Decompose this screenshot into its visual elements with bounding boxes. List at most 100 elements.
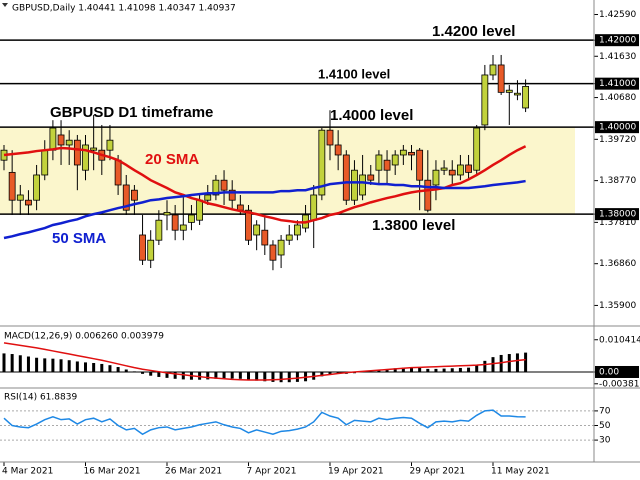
histogram-bar [67, 360, 71, 372]
candle-body [342, 154, 350, 201]
price-box [595, 365, 639, 378]
candle-body [269, 244, 277, 261]
histogram-bar [491, 357, 495, 372]
candle-body [253, 224, 261, 236]
y-tick-label: 1.36860 [599, 259, 636, 269]
histogram-bar [51, 358, 55, 372]
candle-body [489, 64, 497, 76]
candle-body [8, 171, 16, 201]
candle-body [465, 164, 472, 173]
y-tick-label: 1.39720 [599, 135, 636, 145]
histogram-bar [524, 352, 528, 372]
candle-body [351, 169, 358, 201]
candle-body [375, 154, 383, 171]
candle-body [310, 194, 318, 221]
histogram-bar [287, 371, 291, 383]
y-tick-label: 1.35900 [599, 301, 636, 311]
candle-body [220, 179, 228, 191]
candle-body [49, 127, 57, 151]
y-tick-label: 0.00 [599, 367, 619, 377]
candle-body [383, 159, 391, 171]
y-tick-label: -0.003811 [599, 379, 640, 389]
histogram-bar [418, 367, 422, 372]
histogram-bar [206, 371, 210, 380]
level-label: 1.4100 level [318, 66, 390, 81]
histogram-bar [499, 354, 503, 372]
histogram-bar [247, 371, 250, 380]
y-tick-label: 1.42000 [599, 36, 636, 46]
histogram-bar [507, 354, 511, 372]
histogram-bar [328, 371, 332, 375]
candle-body [82, 144, 89, 171]
x-tick-label: 7 Apr 2021 [247, 467, 297, 477]
candle-body [228, 189, 236, 201]
histogram-bar [336, 371, 340, 374]
candle-body [90, 147, 98, 151]
histogram-bar [377, 370, 381, 372]
candle-body [424, 179, 432, 211]
y-tick-label: 1.38770 [599, 176, 636, 186]
candle-body [261, 229, 269, 246]
candle-body [293, 224, 301, 236]
histogram-bar [401, 367, 405, 372]
y-tick-label: 1.40680 [599, 93, 636, 103]
histogram-bar [18, 355, 22, 372]
histogram-bar [84, 362, 87, 372]
histogram-bar [149, 371, 153, 376]
x-tick-label: 29 Apr 2021 [410, 467, 466, 477]
candle-body [277, 239, 285, 256]
candle-body [188, 214, 195, 223]
candle-body [204, 194, 212, 201]
y-tick-label: 1.37810 [599, 218, 636, 228]
candle-body [432, 169, 440, 186]
candle-body [440, 167, 448, 171]
histogram-bar [238, 371, 242, 379]
candle-body [497, 64, 505, 93]
y-tick-label: 70 [599, 406, 611, 416]
y-tick-label: 1.40000 [599, 123, 636, 133]
candle-body [73, 139, 81, 166]
menu-icon [2, 3, 8, 7]
histogram-bar [442, 368, 446, 372]
macd-title: MACD(12,26,9) 0.006260 0.003979 [4, 332, 164, 342]
y-tick-label: 50 [599, 421, 611, 431]
histogram-bar [271, 371, 275, 382]
candle-body [16, 194, 24, 201]
candle-body [25, 199, 32, 206]
histogram-bar [410, 367, 413, 372]
histogram-bar [43, 358, 47, 372]
signal-line [3, 342, 526, 381]
candle-body [122, 184, 130, 211]
histogram-bar [393, 368, 397, 372]
candle-body [326, 129, 334, 146]
histogram-bar [458, 367, 462, 372]
candle-body [147, 239, 155, 261]
candle-body [57, 134, 65, 146]
candle-body [130, 189, 138, 201]
histogram-bar [255, 371, 259, 381]
candle-body [41, 149, 49, 176]
histogram-bar [483, 360, 487, 372]
candle-body [448, 169, 456, 176]
plot-layer: 1.42590 1.42000 1.41630 1.41000 1.40680 1.400… [0, 10, 640, 477]
candle-body [334, 144, 342, 156]
y-tick-label: 1.41630 [599, 52, 636, 62]
histogram-bar [75, 361, 79, 372]
candle-body [171, 214, 179, 231]
candle-body [505, 89, 513, 93]
histogram-bar [295, 371, 299, 382]
candle-body [285, 234, 293, 241]
sma-label: 50 SMA [52, 230, 106, 247]
candle-body [33, 174, 40, 201]
histogram-bar [385, 369, 389, 372]
histogram-bar [515, 353, 519, 372]
sma-line [3, 179, 526, 240]
level-label: 1.4000 level [330, 107, 413, 124]
candle-body [179, 224, 187, 231]
rsi-line [3, 409, 526, 436]
range-band [0, 127, 575, 215]
price-box [595, 77, 639, 90]
candle-body [65, 139, 73, 146]
candle-body [139, 234, 146, 261]
candle-body [514, 92, 521, 96]
